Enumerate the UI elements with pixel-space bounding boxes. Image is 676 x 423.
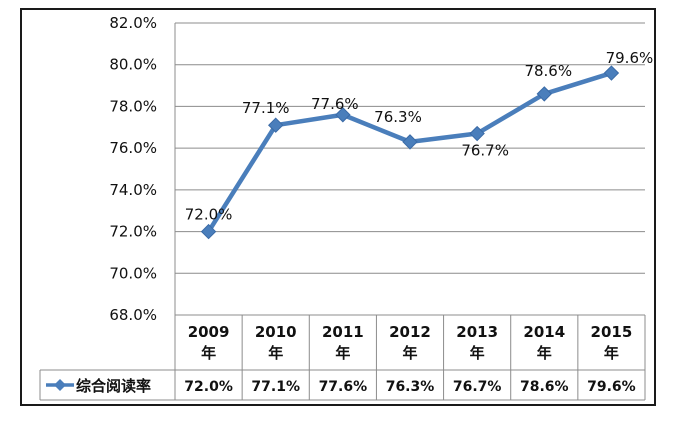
data-label: 77.1%	[242, 99, 290, 117]
table-value: 77.1%	[251, 379, 300, 395]
legend-label: 综合阅读率	[76, 377, 151, 395]
table-value: 76.7%	[453, 379, 502, 395]
table-value: 76.3%	[386, 379, 435, 395]
y-tick-label: 82.0%	[109, 14, 157, 32]
data-label: 72.0%	[185, 206, 233, 224]
data-point	[603, 65, 620, 81]
y-tick-label: 76.0%	[109, 139, 157, 157]
data-point	[335, 107, 351, 123]
data-point	[268, 117, 284, 133]
x-tick-label: 2013 年	[456, 323, 498, 362]
x-tick-label: 2014 年	[523, 323, 565, 362]
table-value: 77.6%	[319, 379, 368, 395]
y-tick-label: 68.0%	[109, 306, 157, 324]
data-label: 76.7%	[461, 142, 509, 160]
legend-marker	[54, 379, 66, 391]
data-point	[536, 86, 552, 102]
x-tick-label: 2012 年	[389, 323, 431, 362]
data-point	[469, 125, 485, 142]
x-tick-label: 2010 年	[255, 323, 297, 362]
x-tick-label: 2011 年	[322, 323, 364, 362]
y-tick-label: 72.0%	[109, 223, 157, 241]
data-label: 77.6%	[311, 95, 359, 113]
y-tick-label: 80.0%	[109, 56, 157, 74]
y-tick-label: 74.0%	[109, 181, 157, 199]
y-tick-label: 78.0%	[109, 97, 157, 115]
x-tick-label: 2009 年	[188, 323, 230, 362]
data-label: 78.6%	[524, 62, 572, 80]
data-point	[200, 223, 217, 240]
table-value: 72.0%	[184, 379, 233, 395]
data-label: 76.3%	[374, 108, 422, 126]
table-value: 79.6%	[587, 379, 636, 395]
data-label: 79.6%	[606, 49, 654, 67]
series-line	[206, 70, 613, 233]
x-tick-label: 2015 年	[591, 323, 633, 362]
chart-frame	[20, 8, 656, 406]
y-tick-label: 70.0%	[109, 264, 157, 282]
table-value: 78.6%	[520, 379, 569, 395]
data-point	[402, 134, 418, 150]
